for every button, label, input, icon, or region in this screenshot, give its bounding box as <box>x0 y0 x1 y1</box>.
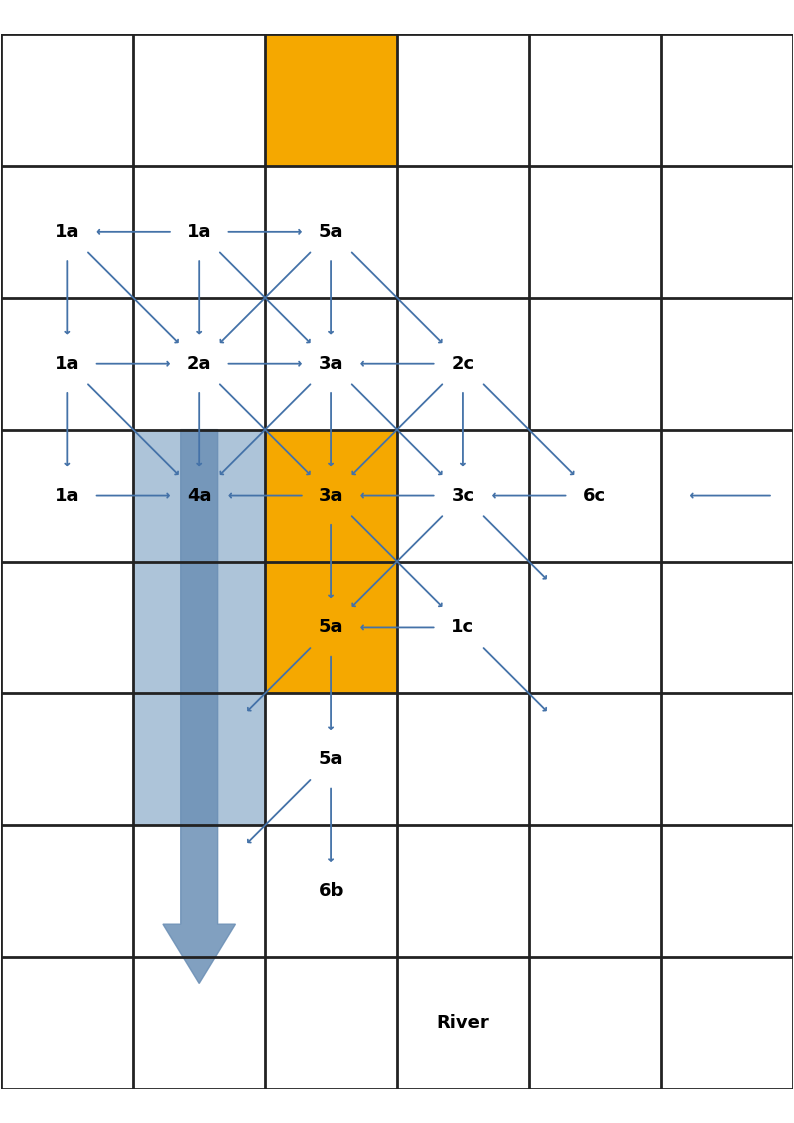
Text: 5a: 5a <box>319 750 343 768</box>
Text: 1c: 1c <box>451 619 475 637</box>
Text: 6b: 6b <box>318 883 344 901</box>
Text: River: River <box>437 1014 489 1032</box>
Bar <box>133 430 265 562</box>
Bar <box>265 34 397 166</box>
Text: 1a: 1a <box>187 222 211 240</box>
Bar <box>265 562 397 693</box>
Text: 2a: 2a <box>187 355 211 373</box>
Text: 3a: 3a <box>319 355 343 373</box>
Text: 2c: 2c <box>451 355 475 373</box>
Bar <box>265 430 397 562</box>
FancyArrow shape <box>163 430 236 984</box>
Text: 1a: 1a <box>55 486 79 504</box>
Bar <box>133 693 265 825</box>
Text: 6c: 6c <box>584 486 607 504</box>
Text: 1a: 1a <box>55 222 79 240</box>
Text: 5a: 5a <box>319 619 343 637</box>
Text: 4a: 4a <box>187 486 211 504</box>
Text: 3a: 3a <box>319 486 343 504</box>
Text: 3c: 3c <box>451 486 475 504</box>
Text: 1a: 1a <box>55 355 79 373</box>
Bar <box>133 562 265 693</box>
Text: 5a: 5a <box>319 222 343 240</box>
